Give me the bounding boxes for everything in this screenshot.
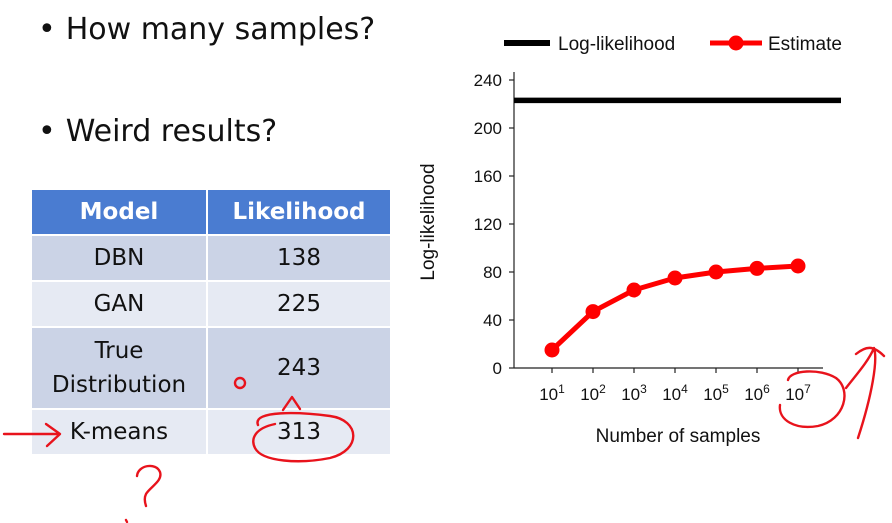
bullet-text: Weird results?	[65, 114, 278, 149]
table-row: K-means 313	[32, 410, 390, 454]
cell-model-line: Distribution	[51, 372, 187, 398]
cell-likelihood: 243	[208, 328, 390, 408]
y-tick-label: 80	[483, 263, 502, 282]
cell-model: GAN	[32, 282, 206, 326]
data-point-estimate	[544, 342, 560, 358]
bullet-marker: •	[38, 12, 56, 47]
cell-likelihood: 313	[208, 410, 390, 454]
data-point-estimate	[667, 270, 683, 286]
data-point-estimate	[749, 260, 765, 276]
bullet-weird-results: • Weird results?	[38, 114, 277, 149]
legend-marker-estimate	[728, 35, 744, 51]
x-tick-label: 105	[703, 382, 729, 404]
data-point-estimate	[708, 264, 724, 280]
x-tick-label: 106	[744, 382, 770, 404]
y-tick-label: 200	[474, 119, 502, 138]
cell-model: K-means	[32, 410, 206, 454]
data-point-estimate	[626, 282, 642, 298]
table-row: True Distribution 243	[32, 328, 390, 408]
y-tick-label: 120	[474, 215, 502, 234]
log-likelihood-chart: 0 40 80 120 160 200 240 101 102 103 104 105 106 107 Nu…	[418, 34, 842, 447]
cell-likelihood: 138	[208, 236, 390, 280]
header-likelihood: Likelihood	[208, 190, 390, 234]
bullet-marker: •	[38, 114, 56, 149]
data-point-estimate	[790, 258, 806, 274]
y-axis-label: Log-likelihood	[418, 163, 439, 280]
y-tick-label: 0	[493, 359, 502, 378]
cell-model: DBN	[32, 236, 206, 280]
legend-label-log-likelihood: Log-likelihood	[558, 34, 675, 55]
data-point-estimate	[585, 304, 601, 320]
question-mark-annotation	[124, 464, 162, 523]
x-axis-label: Number of samples	[596, 426, 761, 447]
cell-model-line: True	[94, 338, 144, 364]
table-header-row: Model Likelihood	[32, 190, 390, 234]
x-tick-label: 104	[662, 382, 688, 404]
x-tick-label: 103	[621, 382, 647, 404]
cell-model: True Distribution	[32, 328, 206, 408]
bullet-how-many-samples: • How many samples?	[38, 12, 375, 47]
table-row: DBN 138	[32, 236, 390, 280]
y-tick-label: 240	[474, 71, 502, 90]
header-model: Model	[32, 190, 206, 234]
y-tick-label: 40	[483, 311, 502, 330]
cell-likelihood: 225	[208, 282, 390, 326]
bullet-text: How many samples?	[65, 12, 376, 47]
x-tick-label: 102	[580, 382, 606, 404]
table-row: GAN 225	[32, 282, 390, 326]
legend-label-estimate: Estimate	[768, 34, 842, 55]
y-tick-label: 160	[474, 167, 502, 186]
likelihood-table: Model Likelihood DBN 138 GAN 225 True Di…	[30, 188, 392, 456]
x-tick-label: 107	[785, 382, 811, 404]
x-tick-label: 101	[539, 382, 565, 404]
